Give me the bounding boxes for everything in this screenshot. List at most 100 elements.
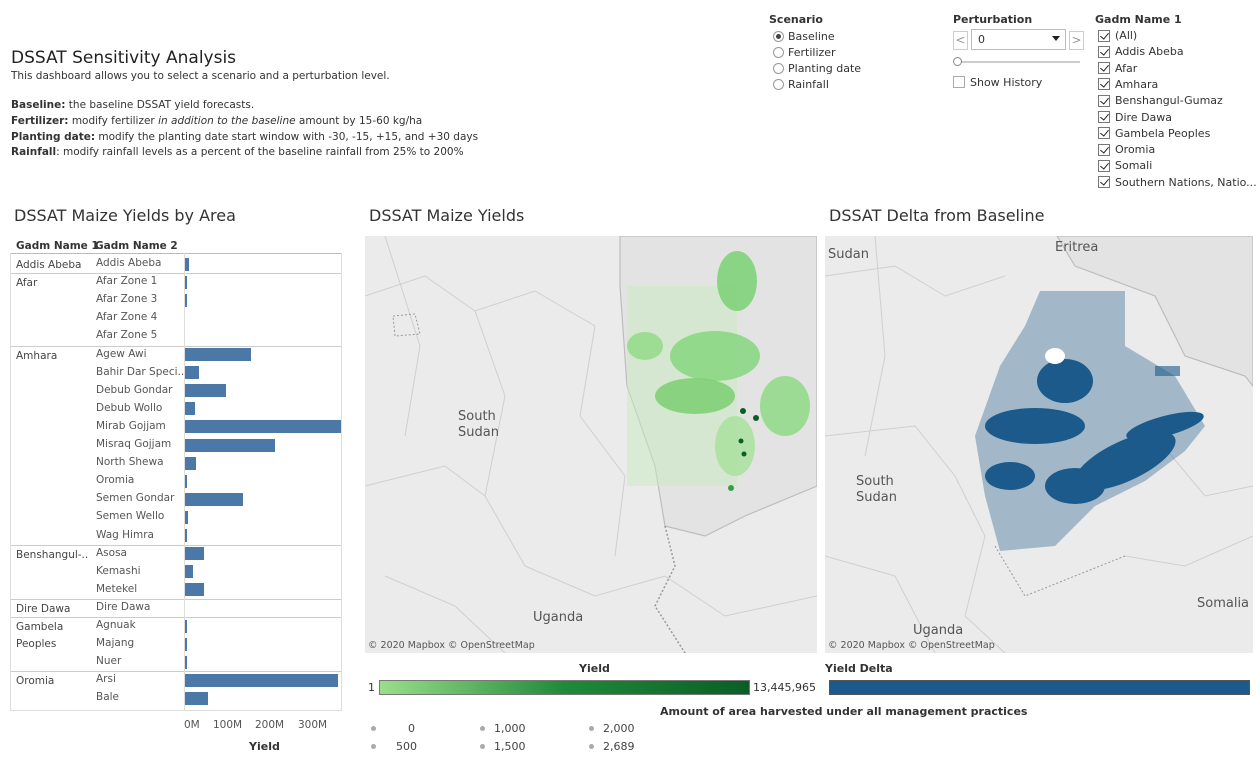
table-row-label[interactable]: Misraq Gojjam — [96, 438, 172, 450]
perturbation-slider-knob[interactable] — [953, 57, 962, 66]
radio-icon[interactable] — [773, 63, 784, 74]
show-history-checkbox[interactable] — [953, 76, 965, 88]
table-row-label[interactable]: Semen Wello — [96, 510, 165, 523]
checkbox-checked-icon[interactable] — [1098, 143, 1110, 156]
checkbox-checked-icon[interactable] — [1098, 78, 1110, 91]
perturbation-slider-track[interactable] — [958, 61, 1080, 63]
checkbox-checked-icon[interactable] — [1098, 159, 1110, 172]
checkbox-checked-icon[interactable] — [1098, 111, 1110, 123]
table-row-label[interactable]: Mirab Gojjam — [96, 419, 166, 432]
table-row-label[interactable]: Metekel — [96, 582, 138, 595]
gadm-filter-item[interactable]: Gambela Peoples — [1098, 127, 1210, 140]
table-row-label[interactable]: Afar Zone 5 — [96, 329, 158, 342]
chevron-down-icon[interactable] — [1052, 36, 1060, 41]
gadm-filter-item[interactable]: Afar — [1098, 62, 1137, 75]
yield-bar[interactable] — [185, 547, 204, 561]
scenario-option-planting[interactable]: Planting date — [773, 62, 861, 75]
yield-bar[interactable] — [185, 710, 197, 711]
yield-bar[interactable] — [185, 583, 204, 597]
yield-bar[interactable] — [185, 384, 227, 398]
table-row-label[interactable]: Agew Awi — [96, 347, 147, 360]
yield-bar[interactable] — [185, 673, 339, 687]
radio-icon[interactable] — [773, 79, 784, 90]
table-row-label[interactable]: Kemashi — [96, 564, 141, 577]
gadm-filter-item[interactable]: Benshangul-Gumaz — [1098, 94, 1223, 107]
yield-bar[interactable] — [185, 293, 187, 307]
checkbox-checked-icon[interactable] — [1098, 127, 1110, 140]
yield-bar[interactable] — [185, 637, 187, 651]
gadm-filter-item[interactable]: Amhara — [1098, 78, 1158, 91]
scenario-option-fertilizer[interactable]: Fertilizer — [773, 46, 836, 59]
table-row-label[interactable]: Bale — [96, 691, 120, 704]
table-row-label[interactable]: North Shewa — [96, 456, 164, 469]
delta-map[interactable]: Sudan Eritrea South Sudan Uganda Somalia … — [825, 236, 1253, 653]
next-step-button[interactable]: > — [1069, 31, 1084, 50]
checkbox-checked-icon[interactable] — [1098, 29, 1110, 42]
table-row-label[interactable]: Asosa — [96, 546, 127, 559]
table-row-label[interactable]: Debub Wollo — [96, 401, 163, 414]
table-row-label[interactable]: Borena — [96, 710, 133, 711]
desc-rainfall: Rainfall: modify rainfall levels as a pe… — [11, 146, 464, 158]
yield-bar[interactable] — [185, 619, 187, 633]
yields-map[interactable]: South Sudan Uganda © 2020 Mapbox © OpenSt… — [365, 236, 817, 653]
map-attribution[interactable]: © 2020 Mapbox © OpenStreetMap — [368, 640, 535, 651]
radio-selected-icon[interactable] — [773, 31, 784, 42]
yield-bar[interactable] — [185, 275, 187, 289]
map-attribution[interactable]: © 2020 Mapbox © OpenStreetMap — [828, 640, 995, 651]
yield-bar[interactable] — [185, 655, 187, 669]
column-header-gadm2[interactable]: Gadm Name 2 — [95, 240, 178, 252]
yield-bar[interactable] — [185, 510, 188, 524]
yield-bar[interactable] — [185, 691, 208, 705]
yield-bar[interactable] — [185, 529, 187, 542]
table-row-label[interactable]: Debub Gondar — [96, 383, 173, 396]
size-dot-icon — [371, 726, 376, 731]
table-row-label[interactable]: Majang — [96, 637, 135, 650]
table-row-label[interactable]: Wag Himra — [96, 528, 154, 541]
table-row-label[interactable]: Nuer — [96, 655, 122, 668]
gadm-filter-item[interactable]: Somali — [1098, 159, 1152, 172]
bar-axis-line — [184, 253, 185, 710]
yield-bar[interactable] — [185, 348, 251, 361]
yield-bar[interactable] — [185, 402, 196, 416]
table-row-label[interactable]: Agnuak — [96, 619, 136, 631]
x-tick: 300M — [298, 719, 328, 731]
yield-bar[interactable] — [185, 474, 187, 488]
gadm-filter-item[interactable]: Oromia — [1098, 143, 1155, 156]
group-name: Oromia — [16, 675, 55, 688]
gadm-filter-item[interactable]: Addis Abeba — [1098, 45, 1184, 58]
gadm-filter-item[interactable]: (All) — [1098, 29, 1137, 42]
yield-bar[interactable] — [185, 366, 200, 380]
table-row-label[interactable]: Addis Abeba — [96, 257, 162, 269]
table-row-label[interactable]: Afar Zone 4 — [96, 311, 158, 324]
table-row-label[interactable]: Arsi — [96, 673, 116, 686]
yield-bar[interactable] — [185, 456, 197, 470]
column-header-gadm1[interactable]: Gadm Name 1 — [16, 240, 99, 252]
table-row-label[interactable]: Afar Zone 1 — [96, 275, 158, 288]
table-row-label[interactable]: Dire Dawa — [96, 600, 151, 613]
scenario-option-baseline[interactable]: Baseline — [773, 30, 835, 43]
table-row-label[interactable]: Oromia — [96, 474, 135, 487]
table-row-label[interactable]: Afar Zone 3 — [96, 293, 158, 306]
yield-bar[interactable] — [185, 420, 341, 434]
yield-bar[interactable] — [185, 438, 275, 452]
size-dot-icon — [589, 726, 594, 731]
table-row-label[interactable]: Semen Gondar — [96, 492, 175, 505]
checkbox-checked-icon[interactable] — [1098, 45, 1110, 58]
perturbation-select[interactable]: 0 — [971, 29, 1066, 50]
group-divider — [11, 617, 341, 618]
yield-bar[interactable] — [185, 257, 189, 271]
scenario-option-rainfall[interactable]: Rainfall — [773, 78, 829, 91]
gadm-filter-item[interactable]: Dire Dawa — [1098, 111, 1172, 124]
yield-legend-max: 13,445,965 — [753, 681, 816, 694]
gadm-filter-item[interactable]: Southern Nations, Natio... — [1098, 176, 1257, 189]
radio-icon[interactable] — [773, 47, 784, 58]
checkbox-checked-icon[interactable] — [1098, 176, 1110, 189]
yield-legend-min: 1 — [368, 681, 375, 694]
table-row-label[interactable]: Bahir Dar Speci.. — [96, 365, 185, 378]
yield-bar[interactable] — [185, 492, 244, 506]
checkbox-checked-icon[interactable] — [1098, 62, 1110, 75]
yield-bar[interactable] — [185, 565, 193, 579]
checkbox-checked-icon[interactable] — [1098, 94, 1110, 107]
prev-step-button[interactable]: < — [953, 31, 968, 50]
scenario-label: Planting date — [788, 62, 862, 75]
